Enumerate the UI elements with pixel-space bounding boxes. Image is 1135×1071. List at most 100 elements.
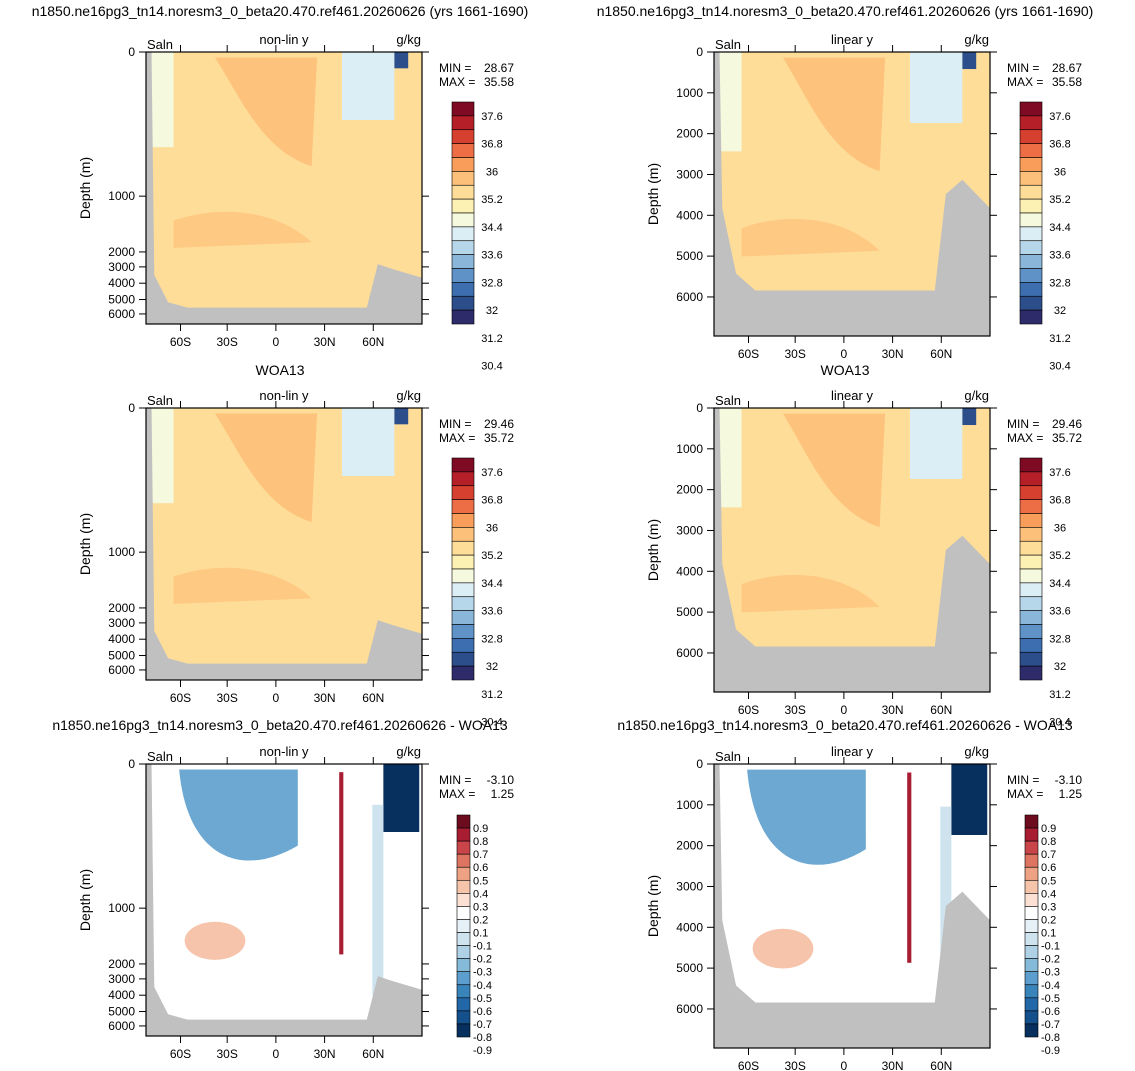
colorbar-box [451, 513, 475, 528]
variable-label: Saln [147, 37, 173, 52]
colorbar-label: -0.5 [1041, 993, 1060, 1005]
colorbar-label: 0.4 [1041, 888, 1056, 900]
colorbar-box [456, 1010, 471, 1025]
salinity-tongue [215, 413, 318, 523]
x-tick-label: 30S [784, 347, 805, 361]
units-label: g/kg [964, 744, 989, 759]
colorbar-box [1019, 157, 1043, 172]
plot-frame [145, 51, 423, 325]
colorbar-label: -0.9 [473, 1045, 492, 1057]
y-axis-label: Depth (m) [645, 163, 661, 225]
colorbar-box [456, 906, 471, 920]
colorbar-box [1024, 919, 1039, 933]
x-tick-label: 0 [841, 703, 848, 717]
y-tick-label: 2000 [108, 601, 135, 615]
x-tick-label: 30N [882, 347, 904, 361]
colorbar-box [1019, 254, 1043, 269]
colorbar-label: 0.2 [1041, 914, 1056, 926]
min-label: MIN = [1007, 417, 1039, 431]
min-label: MIN = [439, 773, 471, 787]
y-tick-label: 1000 [108, 901, 135, 915]
colorbar-label: -0.6 [1041, 1006, 1060, 1018]
colorbar-box [1024, 906, 1039, 920]
positive-anomaly [752, 928, 814, 969]
colorbar-label: 30.4 [1049, 361, 1070, 373]
max-label: MAX = [1007, 431, 1043, 445]
colorbar-label: 33.6 [481, 606, 502, 618]
max-label: MAX = [1007, 75, 1043, 89]
units-label: g/kg [964, 32, 989, 47]
y-axis-label: Depth (m) [645, 519, 661, 581]
x-tick-label: 60S [738, 347, 759, 361]
y-tick-label: 0 [128, 45, 135, 59]
negative-anomaly [747, 769, 866, 865]
colorbar-label: -0.3 [473, 967, 492, 979]
deep-salinity-band [741, 574, 880, 613]
colorbar-box [456, 984, 471, 999]
colorbar-box [456, 919, 471, 933]
colorbar-label: 35.2 [481, 194, 502, 206]
colorbar-box [1019, 129, 1043, 144]
colorbar-label: 35.2 [1049, 550, 1070, 562]
colorbar-box [451, 582, 475, 598]
y-tick-label: 2000 [676, 839, 703, 853]
colorbar-label: 30.4 [481, 361, 502, 373]
colorbar-box [451, 129, 475, 144]
colorbar-box [456, 997, 471, 1012]
colorbar-label: 0.1 [473, 928, 488, 940]
colorbar-box [1019, 282, 1043, 297]
salinity-tongue [783, 413, 886, 528]
units-label: g/kg [396, 388, 421, 403]
max-label: MAX = [439, 787, 475, 801]
colorbar-label: 36.8 [1049, 495, 1070, 507]
colorbar-box [451, 198, 475, 214]
colorbar-box [451, 101, 475, 117]
x-tick-label: 30N [882, 703, 904, 717]
plot-frame [713, 51, 991, 337]
min-value: 29.46 [1052, 417, 1082, 431]
x-tick-label: 0 [273, 1047, 280, 1061]
colorbar-box [451, 596, 475, 611]
colorbar-box [1019, 457, 1043, 473]
colorbar-box [451, 226, 475, 242]
colorbar-box [1019, 596, 1043, 611]
y-tick-label: 5000 [676, 961, 703, 975]
units-label: g/kg [964, 388, 989, 403]
variable-label: Saln [715, 37, 741, 52]
y-tick-label: 6000 [108, 663, 135, 677]
x-tick-label: 60N [930, 703, 952, 717]
colorbar-label: -0.2 [1041, 954, 1060, 966]
panel-diff-lin: n1850.ne16pg3_tn14.noresm3_0_beta20.470.… [617, 717, 1082, 1071]
units-label: g/kg [396, 32, 421, 47]
colorbar-label: 36.8 [481, 495, 502, 507]
colorbar-label: 33.6 [1049, 606, 1070, 618]
y-tick-label: 1000 [108, 545, 135, 559]
colorbar: 37.6 36.8 36 35.2 34.4 33.6 32.8 32 31.2 30.4 [451, 101, 503, 373]
colorbar: 0.90.80.70.60.50.40.30.20.1-0.1-0.2-0.3-… [456, 814, 492, 1057]
colorbar-box [456, 853, 471, 868]
axis-scale-label: linear y [831, 32, 873, 47]
y-tick-label: 6000 [676, 1002, 703, 1016]
colorbar-label: 32 [1054, 305, 1066, 317]
colorbar-box [1024, 945, 1039, 959]
y-tick-label: 1000 [676, 86, 703, 100]
plot-frame [713, 763, 991, 1049]
colorbar-label: 33.6 [1049, 250, 1070, 262]
y-tick-label: 6000 [108, 307, 135, 321]
colorbar-box [1024, 971, 1039, 986]
deep-salinity-band [173, 567, 312, 604]
y-tick-label: 1000 [676, 442, 703, 456]
colorbar-box [451, 624, 475, 639]
colorbar: 37.6 36.8 36 35.2 34.4 33.6 32.8 32 31.2 30.4 [1019, 101, 1071, 373]
colorbar-label: 35.2 [481, 550, 502, 562]
variable-label: Saln [147, 393, 173, 408]
y-axis-label: Depth (m) [77, 869, 93, 931]
colorbar-label: -0.9 [1041, 1045, 1060, 1057]
y-tick-label: 4000 [676, 208, 703, 222]
colorbar-box [1024, 853, 1039, 868]
colorbar-label: 31.2 [481, 689, 502, 701]
y-tick-label: 6000 [676, 646, 703, 660]
north-atlantic-anomaly [372, 804, 384, 996]
deep-salinity-band [741, 218, 880, 257]
